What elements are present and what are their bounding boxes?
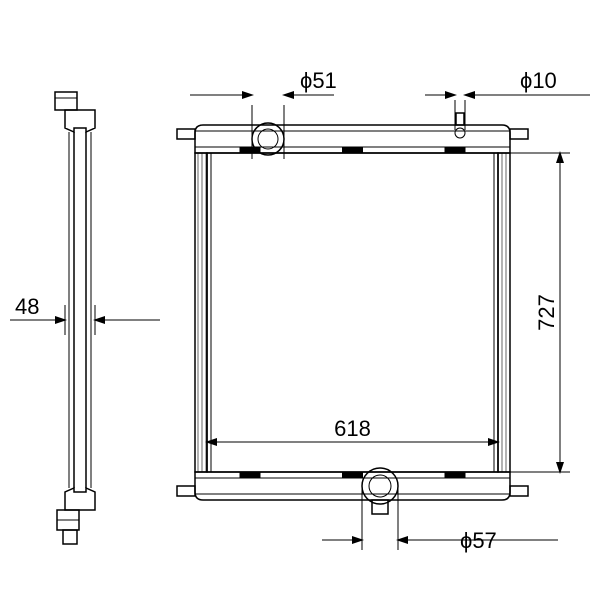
- dim-core-height: 727: [534, 294, 559, 331]
- dim-core-width: 618: [334, 416, 371, 441]
- dim-top-small-port-dia: ϕ10: [520, 68, 557, 93]
- dim-top-port-dia: ϕ51: [300, 68, 337, 93]
- dim-bottom-port-dia: ϕ57: [460, 528, 497, 553]
- drawing-svg: 48 ϕ51 ϕ10 618 727 ϕ57: [0, 0, 612, 615]
- drawing-canvas: 48 ϕ51 ϕ10 618 727 ϕ57: [0, 0, 612, 615]
- dim-side-thickness: 48: [15, 294, 39, 319]
